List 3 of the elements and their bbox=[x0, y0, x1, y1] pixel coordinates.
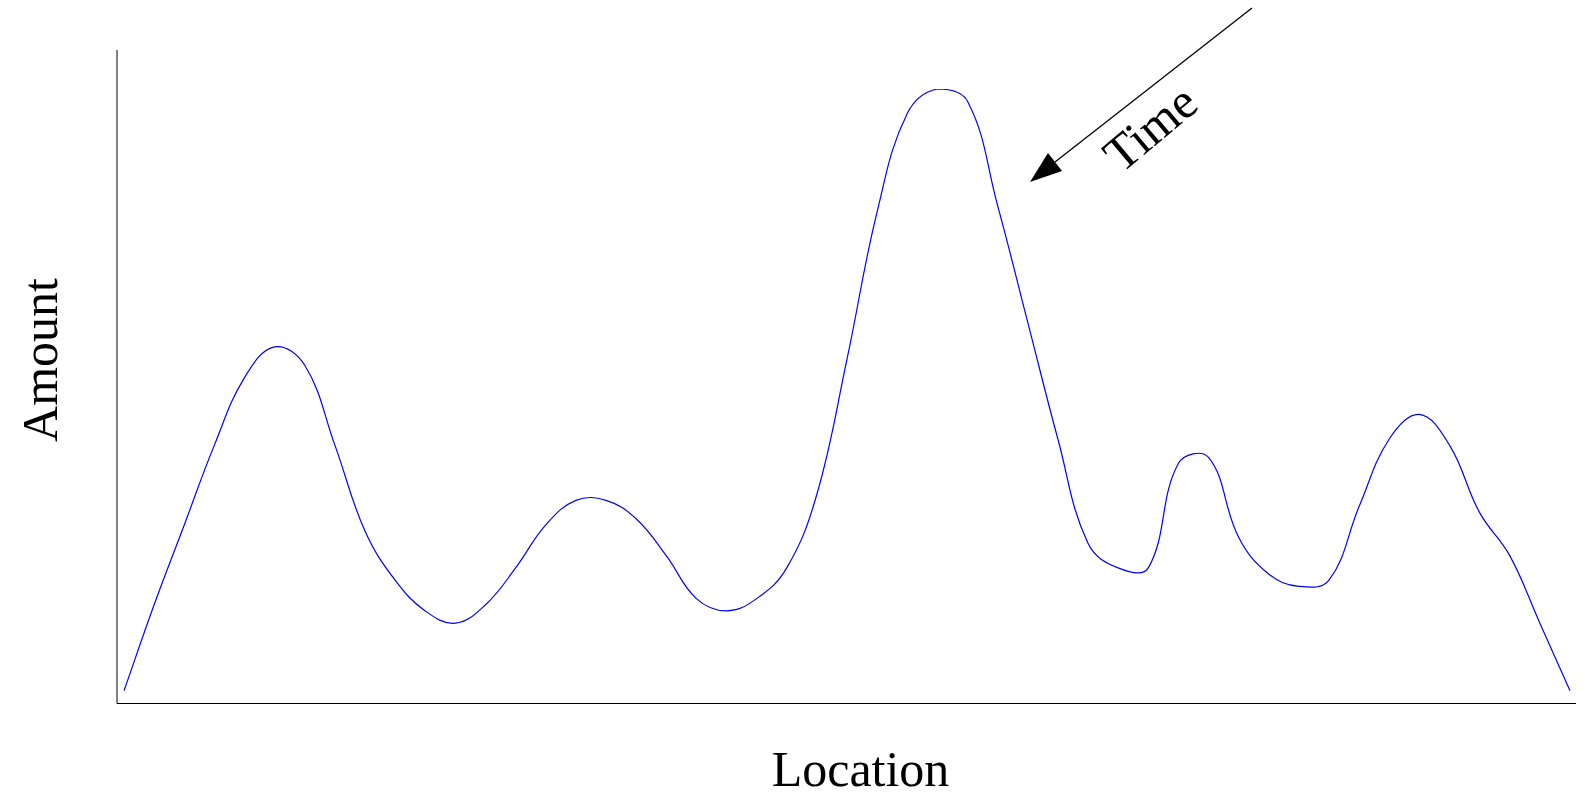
y-axis-title: Amount bbox=[11, 278, 69, 442]
annotation: Time bbox=[1091, 72, 1209, 184]
x-axis-title: Location bbox=[770, 740, 951, 798]
